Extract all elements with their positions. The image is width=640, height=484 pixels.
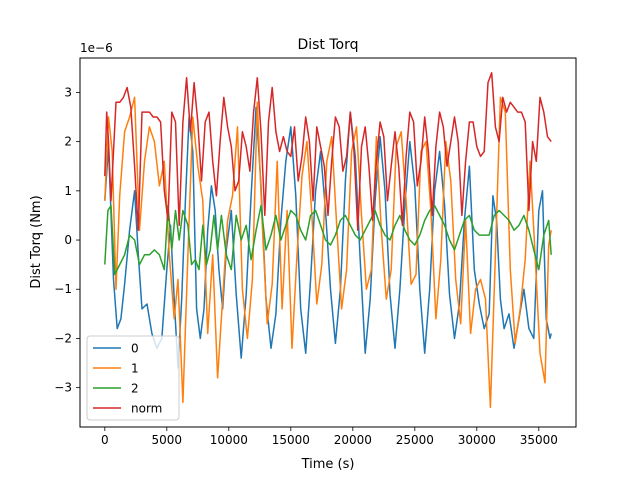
y-tick-label: −1 (54, 282, 72, 296)
plot-frame (79, 57, 577, 428)
x-tick-label: 15000 (272, 433, 310, 447)
x-tick-label: 20000 (334, 433, 372, 447)
y-tick-label: −3 (54, 381, 72, 395)
legend-label-0: 0 (131, 342, 139, 356)
x-tick-label: 30000 (458, 433, 496, 447)
y-tick-label: 3 (64, 85, 72, 99)
y-tick-label: 2 (64, 135, 72, 149)
legend-label-1: 1 (131, 362, 139, 376)
legend-label-2: 2 (131, 382, 139, 396)
y-tick-label: −2 (54, 331, 72, 345)
x-tick-label: 25000 (396, 433, 434, 447)
y-tick-label: 1 (64, 184, 72, 198)
y-axis-label: Dist Torq (Nm) (29, 195, 44, 288)
x-tick-label: 5000 (152, 433, 183, 447)
series-line-1 (104, 96, 552, 409)
y-offset-label: 1e−6 (80, 41, 113, 55)
tick-layer: 0 5000 10000 15000 20000 25000 30000 35000 −3 −2 −… (54, 85, 558, 447)
legend-box (86, 335, 180, 421)
series-layer (104, 72, 552, 409)
chart-title: Dist Torq (297, 37, 358, 53)
x-tick-label: 0 (101, 433, 109, 447)
legend-label-3: norm (131, 402, 162, 416)
y-tick-label: 0 (64, 233, 72, 247)
series-line-3 (104, 72, 552, 231)
x-axis-label: Time (s) (301, 457, 355, 472)
series-line-2 (104, 204, 552, 276)
x-tick-label: 35000 (520, 433, 558, 447)
legend: 0 1 2 norm (86, 335, 180, 421)
series-line-0 (104, 106, 552, 369)
x-tick-label: 10000 (210, 433, 248, 447)
